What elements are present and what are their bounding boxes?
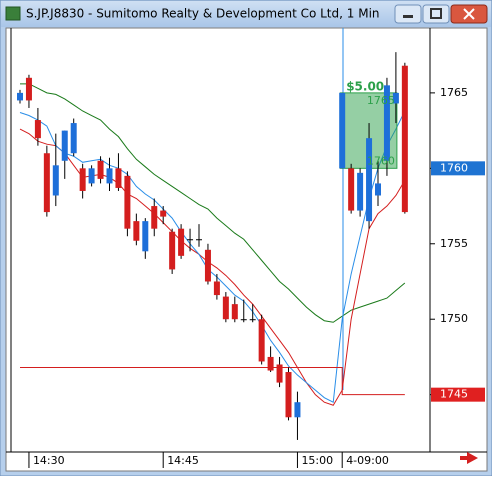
candle-body [97,160,104,179]
window-buttons[interactable] [394,4,488,24]
price-marker [431,387,485,402]
candle-body [249,319,256,321]
minimize-button[interactable] [394,4,422,24]
candle-body [25,77,32,101]
maximize-button[interactable] [422,4,450,24]
candle-body [196,239,202,241]
y-tick-label: 1755 [440,237,468,250]
candle-body [124,175,131,229]
candle-body [151,206,158,229]
window-icon [5,6,21,21]
candle-body [17,92,23,101]
candle-body [169,231,176,270]
candle-body [133,221,140,241]
candle-body [375,183,381,196]
y-tick-label: 1750 [440,312,468,325]
candle-body [88,168,95,184]
maximize-icon [430,8,442,19]
candle-body [142,221,149,252]
candle-body [392,92,399,104]
candle-body [160,210,167,217]
candle-body [339,92,346,169]
candle-body [79,168,86,191]
x-tick-label: 14:45 [167,454,199,467]
candle-body [52,165,59,196]
x-tick-label: 4-09:00 [346,454,389,467]
window-title: S.JP.J8830 - Sumitomo Realty & Developme… [26,7,380,21]
moving-average [20,83,406,323]
minimize-icon [403,15,413,18]
candle-body [106,168,113,184]
candle-body [43,153,50,213]
candle-body [401,65,408,213]
trade-label: $5.00 [346,79,384,93]
candle-body [213,281,220,296]
close-icon [463,8,475,20]
candle-body [267,356,274,371]
candle-body [231,304,238,320]
candle-body [115,168,122,188]
trade-bottom-label: 1760 [367,154,395,167]
y-tick-label: 1765 [440,86,468,99]
candle-body [366,138,373,222]
x-tick-label: 14:30 [33,454,65,467]
price-marker-label: 1760 [440,161,468,174]
candle-body [285,372,292,418]
chart-area [5,27,488,472]
price-marker [431,161,485,176]
candle-body [222,296,229,320]
level-line [20,367,405,396]
candle-body [61,130,68,161]
candle-body [294,402,301,418]
candle-body [204,249,211,282]
candle-body [258,319,265,362]
candle-body [178,228,185,256]
moving-average [19,110,406,403]
scroll-arrow[interactable] [460,452,478,464]
price-marker-label: 1745 [440,388,468,401]
candle-body [187,239,194,241]
candle-body [348,168,355,211]
candle-body [383,85,390,161]
axes: 174517501755176017651760174514:3014:4515… [28,86,485,468]
candle-body [357,172,364,211]
candle-body [34,120,41,139]
trade-top-label: 1765 [367,94,395,107]
candle-body [70,123,77,154]
x-tick-label: 15:00 [301,454,333,467]
candle-body [240,319,247,321]
candle-body [276,364,283,383]
